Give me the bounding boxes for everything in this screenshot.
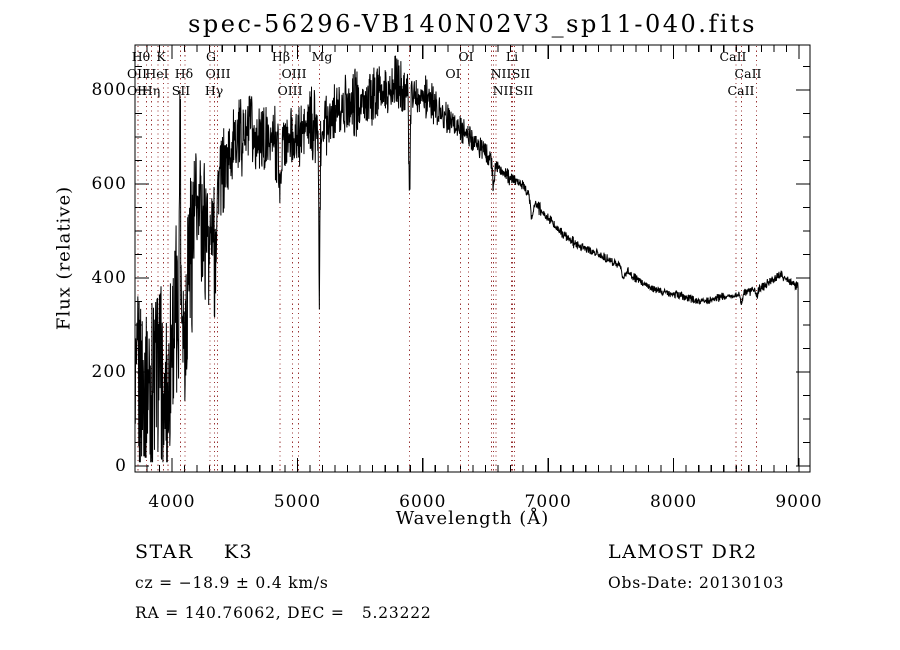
spectral-line-label: Hγ <box>205 83 223 98</box>
spectral-line-label: OII <box>127 83 147 98</box>
spectral-line-label: Hδ <box>175 66 193 81</box>
x-tick-label: 9000 <box>775 492 823 512</box>
spectral-line-label: SII <box>172 83 191 98</box>
spectral-line-markers <box>137 46 758 471</box>
spectral-line-label: OIII <box>277 83 302 98</box>
spectral-line-label: OI <box>458 49 473 64</box>
spectral-line-label: OII <box>127 66 147 81</box>
spectral-line-label: SII <box>512 66 531 81</box>
spectral-line-label: NII <box>491 66 512 81</box>
x-tick-label: 4000 <box>148 492 196 512</box>
y-tick-label: 600 <box>91 174 127 194</box>
object-class-label: STAR K3 <box>135 541 254 563</box>
spectral-line-label: Mg <box>312 49 333 64</box>
spectral-line-label: HeI <box>145 66 168 81</box>
spectral-line-label: Hη <box>142 83 160 98</box>
spectral-line-label: SII <box>515 83 534 98</box>
y-axis-title: Flux (relative) <box>53 185 75 331</box>
spectral-line-label: Li <box>506 49 518 64</box>
spectral-line-label: CaII <box>735 66 762 81</box>
x-tick-label: 7000 <box>524 492 572 512</box>
y-tick-label: 0 <box>115 456 127 476</box>
spectral-line-label: K <box>156 49 166 64</box>
x-tick-label: 6000 <box>399 492 447 512</box>
spectral-line-label: NII <box>493 83 514 98</box>
spectral-line-label: OIII <box>205 66 230 81</box>
spectral-line-label: CaII <box>728 83 755 98</box>
y-tick-label: 800 <box>91 80 127 100</box>
plot-frame <box>134 44 811 473</box>
spectral-line-label: CaII <box>720 49 747 64</box>
plot-title: spec-56296-VB140N02V3_sp11-040.fits <box>188 10 757 38</box>
spectral-line-label: OIII <box>281 66 306 81</box>
spectral-line-label: Hθ <box>132 49 150 64</box>
ra-dec-label: RA = 140.76062, DEC = 5.23222 <box>135 604 432 622</box>
axis-ticks <box>135 45 810 472</box>
survey-label: LAMOST DR2 <box>608 541 758 563</box>
spectral-line-label: Hβ <box>272 49 290 64</box>
y-tick-label: 200 <box>91 362 127 382</box>
spectral-line-label: G <box>206 49 216 64</box>
cz-velocity-label: cz = −18.9 ± 0.4 km/s <box>135 574 329 592</box>
spectral-line-label: OI <box>445 66 460 81</box>
x-axis-title: Wavelength (Å) <box>395 508 550 529</box>
x-tick-label: 5000 <box>273 492 322 512</box>
y-tick-label: 400 <box>91 268 127 288</box>
obs-date-label: Obs-Date: 20130103 <box>608 574 785 592</box>
x-tick-label: 8000 <box>649 492 698 512</box>
spectrum-trace <box>135 55 799 466</box>
